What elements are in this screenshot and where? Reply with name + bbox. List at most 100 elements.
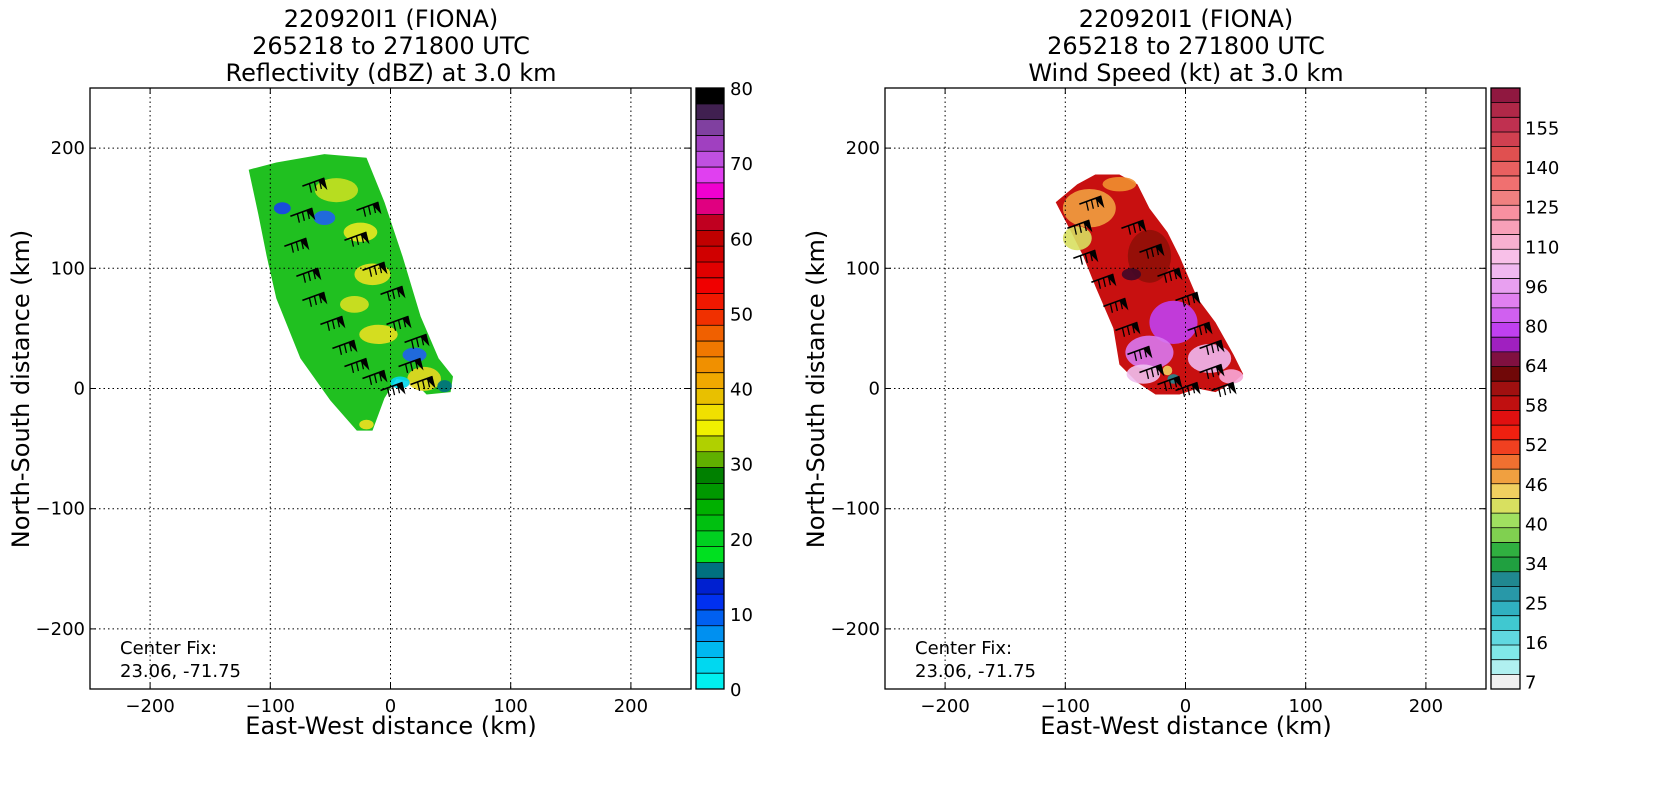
colorbar-segment [696,546,724,563]
wind-barb-feather [1155,366,1160,376]
title-line: 265218 to 271800 UTC [1047,32,1325,60]
wind-barb-staff [284,237,307,248]
colorbar-tick-label: 125 [1525,198,1559,219]
wind-barb-flag [396,286,406,299]
wind-barb-feather [372,203,377,214]
wind-barb-staff [1115,321,1138,332]
y-tick-label: −200 [831,619,880,640]
colorbar-segment [1491,571,1520,587]
wind-barb-staff [302,177,325,187]
wind-barb-feather [426,378,431,388]
storm-echo-region [1055,174,1244,395]
wind-barb-feather [1107,275,1112,286]
wind-barb-feather [1097,279,1102,289]
wind-barb-flag [372,202,382,215]
wind-barb-feather [1210,343,1215,354]
colorbar-segment [1491,249,1520,265]
wind-barb-feather [1168,271,1173,282]
axis-ticks: −200 −100 0 100 200 −200 −100 0 100 200 [831,88,1486,717]
wind-barb-feather [414,360,419,370]
wind-barb-flag [1083,220,1093,233]
wind-barb-feather [1133,351,1138,361]
wind-barb-flag [312,268,322,281]
colorbar-segment [696,562,724,579]
wind-barb-feather [350,237,355,247]
colorbar-segment [696,530,724,548]
wind-barb-feather [350,363,355,373]
colorbar-segment [696,388,724,405]
colorbar-segment [1491,469,1520,485]
wind-barb-feather [360,233,365,244]
wind-barb-feather [343,343,348,354]
wind-barb-staff [1211,381,1234,392]
colorbar-segment [696,119,724,136]
wind-barb-staff [398,357,421,368]
colorbar-segment [696,435,724,453]
wind-barb-feather [326,321,331,331]
colorbar-segment [696,451,724,468]
wind-barb-feather [290,243,294,253]
colorbar-tick-label: 30 [730,455,753,476]
colorbar-tick-label: 110 [1525,237,1559,258]
grid [885,88,1486,689]
y-axis-label: North-South distance (km) [802,230,830,549]
wind-barb-feather [1193,327,1198,337]
colorbar-segment [696,594,724,611]
colorbar-segment [696,325,724,342]
colorbar-segment [696,499,724,516]
colorbar-segment [696,625,724,642]
wind-barb-feather [308,183,313,193]
colorbar-segment [1491,630,1520,646]
center-fix-value: 23.06, -71.75 [915,661,1036,682]
wind-barb-flag [1215,364,1225,377]
colorbar-segment [1491,102,1520,118]
wind-barb-feather [1191,384,1196,394]
wind-barb-feather [1085,201,1089,211]
wind-barb-feather [313,181,318,191]
wind-barb-feather [1109,303,1114,313]
wind-barb-feather [421,379,426,390]
wind-barb-feather [1073,225,1077,235]
colorbar-segment [1491,366,1520,382]
wind-barb-feather [312,269,317,280]
wind-barb-feather [1222,385,1227,396]
colorbar-segment [1491,542,1520,558]
grid [90,88,691,689]
wind-barb-feather [1181,297,1186,307]
colorbar-segment [1491,117,1520,133]
colorbar-segment [1491,527,1520,543]
field-patch [359,419,374,430]
colorbar-segment [696,167,724,184]
chart-title: 220920I1 (FIONA) 265218 to 271800 UTC Wi… [1028,5,1343,87]
wind-barb-feather [1163,273,1168,283]
wind-barb-feather [1143,348,1148,358]
x-axis-label: East-West distance (km) [1040,712,1331,740]
center-fix-label: Center Fix: [120,638,217,659]
colorbar-segment [1491,557,1520,573]
wind-barb-flag [306,208,316,221]
colorbar-segment [696,641,724,658]
y-axis-label: North-South distance (km) [7,230,35,549]
wind-barb-flag [360,358,370,371]
wind-barb-staff [380,381,403,392]
wind-barb-staff [1079,195,1102,205]
colorbar-segment [1491,131,1520,148]
wind-barb-staff [410,375,433,386]
wind-barb-feather [397,319,402,330]
wind-barb-feather [1173,378,1178,388]
wind-barb-feather [1168,379,1173,390]
field-patch [313,210,336,226]
wind-barb-staff [404,333,427,344]
colorbar-segment [1491,381,1520,397]
wind-barb-feather [338,345,343,355]
wind-barb-staff [320,315,343,326]
wind-barb-feather [386,387,391,398]
wind-barb-feather [348,342,353,352]
colorbar-segment [696,198,724,215]
wind-barb-flag [414,358,424,371]
wind-barb-staff [1139,243,1162,254]
panel-wind-speed: 220920I1 (FIONA) 265218 to 271800 UTC Wi… [802,5,1559,740]
colorbar-tick-label: 10 [730,605,753,626]
wind-barb-staff [380,285,403,296]
colorbar-segment [696,103,724,121]
